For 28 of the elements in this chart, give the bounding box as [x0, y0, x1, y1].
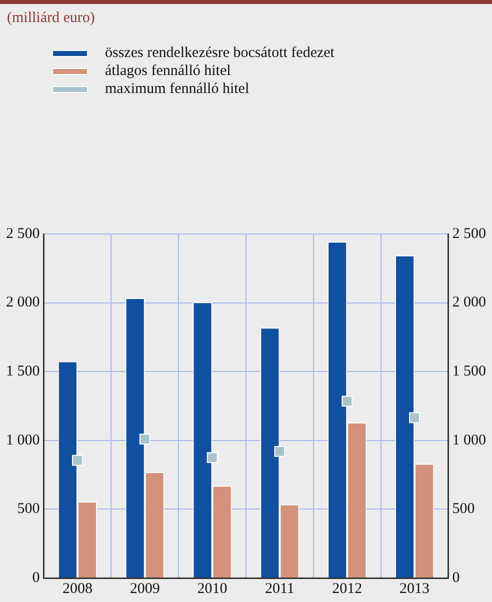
- y-tick-label: 500: [17, 501, 40, 518]
- y-tick-label: 2 500: [6, 226, 40, 242]
- point: [274, 446, 286, 457]
- chart-title: (milliárd euro): [7, 10, 95, 27]
- legend-label: összes rendelkezésre bocsátott fedezet: [105, 44, 334, 62]
- x-tick-label: 2012: [332, 580, 362, 597]
- x-tick-label: 2010: [197, 580, 228, 597]
- point: [342, 396, 353, 407]
- x-tick-label: 2011: [264, 580, 294, 597]
- point: [72, 454, 83, 466]
- y2-tick-label: 1 500: [452, 364, 486, 380]
- y2-tick-label: 0: [452, 570, 460, 586]
- point: [139, 434, 150, 444]
- y2-tick-label: 500: [452, 501, 475, 518]
- point: [206, 452, 218, 464]
- y2-tick-label: 2 500: [452, 226, 486, 242]
- y2-tick-label: 2 000: [452, 294, 486, 311]
- x-tick-label: 2008: [62, 580, 92, 597]
- y-tick-label: 1 500: [6, 364, 40, 380]
- x-tick-label: 2013: [400, 580, 430, 597]
- y-tick-label: 1 000: [6, 432, 40, 448]
- point: [409, 412, 420, 424]
- legend-label: maximum fennálló hitel: [105, 80, 250, 98]
- x-tick-label: 2009: [130, 580, 160, 597]
- y2-tick-label: 1 000: [452, 432, 486, 448]
- legend-label: átlagos fennálló hitel: [105, 62, 231, 80]
- y-tick-label: 0: [32, 570, 40, 586]
- y-tick-label: 2 000: [6, 294, 40, 311]
